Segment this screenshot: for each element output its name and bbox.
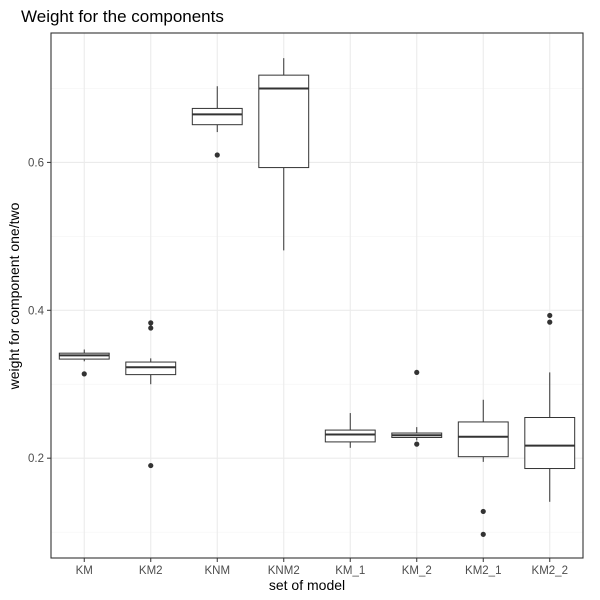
- x-tick-label: KNM: [204, 565, 230, 577]
- x-tick-label: KM2: [139, 565, 163, 577]
- box-km2: [125, 320, 177, 469]
- outlier-point: [480, 531, 486, 537]
- box-rect: [191, 107, 243, 126]
- outlier-point: [148, 462, 154, 469]
- y-tick-label: 0.2: [28, 453, 44, 465]
- x-tick-label: KM2_2: [532, 565, 568, 577]
- chart-title: Weight for the components: [21, 7, 224, 26]
- outlier-point: [547, 319, 553, 325]
- x-tick-label: KM_1: [335, 565, 365, 577]
- outlier-point: [148, 325, 154, 331]
- outlier-point: [414, 441, 420, 447]
- outlier-point: [81, 371, 87, 377]
- plot-panel: [50, 32, 584, 559]
- y-axis-title: weight for component one/two: [6, 202, 22, 390]
- box-rect: [457, 421, 509, 458]
- box-knm: [191, 86, 243, 158]
- x-tick-label: KM2_1: [465, 565, 501, 577]
- box-km2-2: [524, 312, 576, 502]
- y-axis: 0.2 0.4 0.6: [28, 157, 51, 465]
- y-tick-label: 0.6: [28, 157, 44, 169]
- x-axis-title: set of model: [269, 577, 345, 593]
- grid: [51, 33, 583, 558]
- box-rect: [125, 361, 177, 376]
- y-tick-label: 0.4: [28, 305, 45, 317]
- box-rect: [524, 417, 576, 470]
- box-km: [58, 349, 110, 377]
- box-knm2: [258, 58, 310, 251]
- outlier-point: [148, 320, 154, 326]
- boxes: [58, 58, 576, 537]
- box-km2-1: [457, 399, 509, 537]
- box-km-1: [324, 413, 376, 448]
- x-tick-label: KM_2: [402, 565, 432, 577]
- outlier-point: [480, 508, 486, 515]
- box-rect: [258, 74, 310, 169]
- x-tick-label: KM: [76, 565, 93, 577]
- outlier-point: [547, 312, 553, 319]
- box-rect: [324, 429, 376, 443]
- x-tick-label: KNM2: [268, 565, 300, 577]
- x-axis: KM KM2 KNM KNM2 KM_1 KM_2 KM2_1 KM2_2: [76, 558, 568, 577]
- box-km-2: [391, 369, 443, 447]
- outlier-point: [214, 152, 220, 158]
- outlier-point: [414, 369, 420, 376]
